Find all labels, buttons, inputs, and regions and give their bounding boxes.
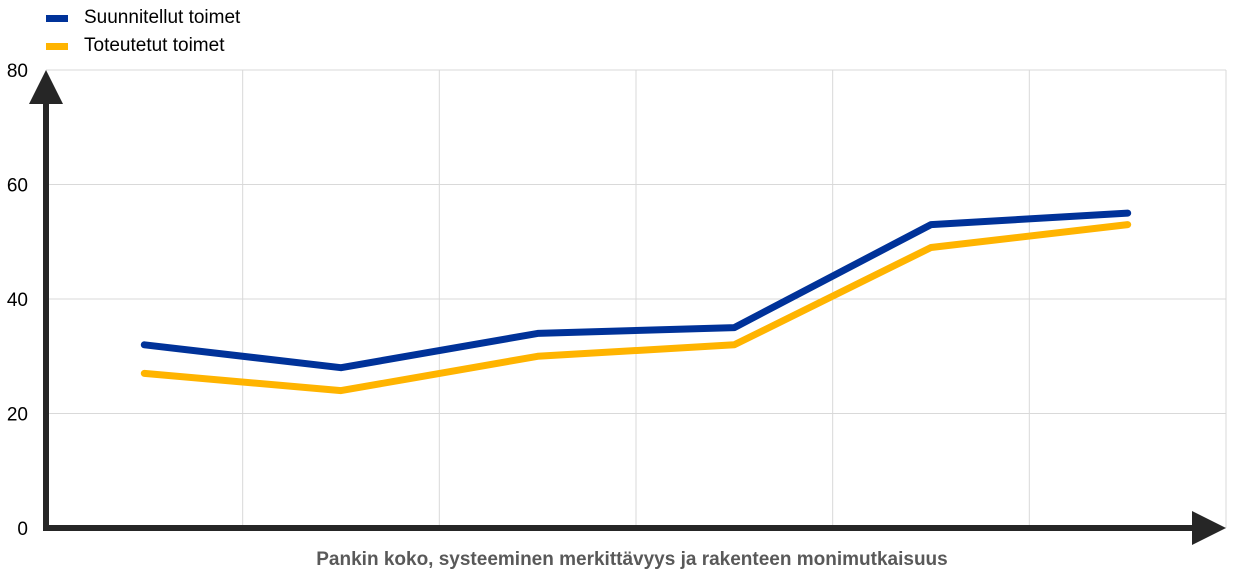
legend-swatch-implemented [46,42,68,50]
y-tick-label-40: 40 [7,290,28,311]
x-axis-label: Pankin koko, systeeminen merkittävyys ja… [316,549,947,570]
y-tick-label-0: 0 [17,519,28,540]
series-line-planned [140,209,1132,372]
legend-label-implemented: Toteutetut toimet [84,35,225,56]
y-axis-ticks: 0 20 40 60 80 [7,61,28,540]
legend-item-planned: Suunnitellut toimet [46,4,240,32]
y-tick-label-80: 80 [7,61,28,82]
grid [46,69,1227,529]
series-line-implemented [140,221,1132,395]
axes [29,70,1226,545]
y-axis-arrow [29,70,63,104]
x-axis-arrow [1192,511,1226,545]
legend-label-planned: Suunnitellut toimet [84,7,241,28]
y-tick-label-20: 20 [7,405,28,426]
legend-item-implemented: Toteutetut toimet [46,32,240,60]
legend: Suunnitellut toimet Toteutetut toimet [46,4,240,60]
series-lines [140,209,1132,395]
legend-swatch-planned [46,14,68,22]
y-tick-label-60: 60 [7,176,28,197]
